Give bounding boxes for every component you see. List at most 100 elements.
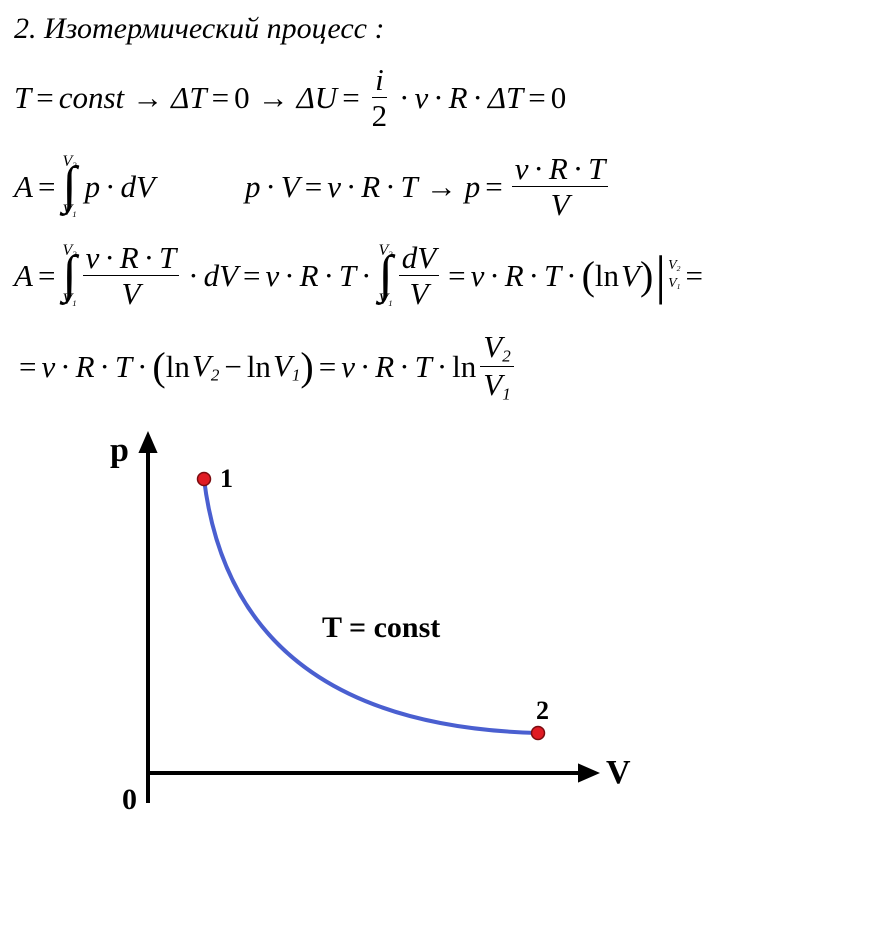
numerator: V2 bbox=[480, 331, 513, 367]
point-2-label: 2 bbox=[536, 696, 549, 725]
eq-sign: = bbox=[681, 258, 708, 294]
ln: ln bbox=[247, 349, 271, 385]
dot-op: · bbox=[183, 258, 203, 294]
var-nu: ν bbox=[41, 349, 55, 385]
numerator: dV bbox=[399, 242, 439, 276]
ln: ln bbox=[452, 349, 476, 385]
isotherm-chart: pV012T = const bbox=[86, 425, 868, 830]
eq-sign: = bbox=[337, 80, 364, 116]
var-T: T bbox=[401, 169, 418, 205]
var-A: A bbox=[14, 169, 33, 205]
x-axis-label: V bbox=[606, 754, 631, 791]
var-T: T bbox=[544, 258, 561, 294]
fraction: ν·R·T V bbox=[512, 153, 609, 220]
zero: 0 bbox=[551, 80, 567, 116]
eq-sign: = bbox=[14, 349, 41, 385]
paren-open: ( bbox=[152, 343, 165, 390]
var-nu: ν bbox=[471, 258, 485, 294]
var-p: p bbox=[79, 169, 101, 205]
dot-op: · bbox=[468, 80, 488, 116]
var-V1: V1 bbox=[271, 348, 300, 385]
eq-sign: = bbox=[300, 169, 327, 205]
var-nu: ν bbox=[266, 258, 280, 294]
integral: V2 ∫ V1 bbox=[62, 243, 76, 307]
equation-4: = ν·R·T· (lnV2 − lnV1) = ν·R·T· ln V2 V1 bbox=[14, 331, 868, 403]
const: const bbox=[59, 80, 124, 116]
equation-2: A = V2 ∫ V1 p · dV p · V = ν · R · T → p… bbox=[14, 153, 868, 220]
dot-op: · bbox=[341, 169, 361, 205]
isotherm-curve bbox=[204, 479, 538, 733]
var-T: T bbox=[339, 258, 356, 294]
point-1-label: 1 bbox=[220, 464, 233, 493]
paren-open: ( bbox=[582, 252, 595, 299]
paren-close: ) bbox=[300, 343, 313, 390]
dV: dV bbox=[121, 169, 155, 205]
ln: ln bbox=[595, 258, 619, 294]
section-title: 2. Изотермический процесс : bbox=[14, 12, 868, 46]
arrow: → bbox=[418, 169, 465, 205]
dot-op: · bbox=[260, 169, 280, 205]
lower-bound: V1 bbox=[379, 292, 393, 308]
var-R: R bbox=[76, 349, 95, 385]
x-axis-arrow bbox=[578, 763, 600, 782]
eq-sign: = bbox=[31, 80, 58, 116]
curve-label: T = const bbox=[322, 611, 440, 644]
eq-sign: = bbox=[480, 169, 507, 205]
eq-sign: = bbox=[33, 169, 60, 205]
y-axis-arrow bbox=[138, 431, 157, 453]
arrow: → bbox=[124, 80, 171, 116]
origin-label: 0 bbox=[122, 783, 137, 816]
fraction: dV V bbox=[399, 242, 439, 309]
chart-svg: pV012T = const bbox=[86, 425, 646, 825]
lower-bound: V1 bbox=[62, 203, 76, 219]
delta-T: ΔT bbox=[488, 80, 523, 116]
dV: dV bbox=[204, 258, 238, 294]
var-nu: ν bbox=[415, 80, 429, 116]
var-R: R bbox=[375, 349, 394, 385]
var-A: A bbox=[14, 258, 33, 294]
var-p: p bbox=[465, 169, 481, 205]
eq-sign: = bbox=[33, 258, 60, 294]
integral-sign: ∫ bbox=[378, 257, 392, 293]
var-T: T bbox=[415, 349, 432, 385]
paren-close: ) bbox=[640, 252, 653, 299]
integral-sign: ∫ bbox=[62, 168, 76, 204]
var-T: T bbox=[115, 349, 132, 385]
fraction-V2-over-V1: V2 V1 bbox=[480, 331, 513, 403]
dot-op: · bbox=[100, 169, 120, 205]
var-R: R bbox=[449, 80, 468, 116]
eq-sign: = bbox=[238, 258, 265, 294]
integral: V2 ∫ V1 bbox=[378, 243, 392, 307]
denominator: V bbox=[548, 187, 573, 220]
zero: 0 bbox=[234, 80, 250, 116]
denominator: 2 bbox=[369, 98, 391, 131]
var-V2: V2 bbox=[190, 348, 219, 385]
denominator: V1 bbox=[480, 367, 513, 402]
dot-op: · bbox=[380, 169, 400, 205]
numerator: ν·R·T bbox=[83, 242, 180, 276]
eq-sign: = bbox=[207, 80, 234, 116]
var-R: R bbox=[361, 169, 380, 205]
var-p: p bbox=[245, 169, 261, 205]
integral-sign: ∫ bbox=[62, 257, 76, 293]
minus: − bbox=[219, 349, 246, 385]
var-R: R bbox=[505, 258, 524, 294]
var-nu: ν bbox=[341, 349, 355, 385]
var-nu: ν bbox=[327, 169, 341, 205]
var-R: R bbox=[300, 258, 319, 294]
var-T: T bbox=[14, 80, 31, 116]
ln: ln bbox=[166, 349, 190, 385]
arrow: → bbox=[250, 80, 297, 116]
denominator: V bbox=[406, 276, 431, 309]
var-V: V bbox=[281, 169, 300, 205]
fraction-i-over-2: i 2 bbox=[369, 64, 391, 131]
equation-1: T = const → ΔT = 0 → ΔU = i 2 · ν · R · … bbox=[14, 64, 868, 131]
eq-sign: = bbox=[314, 349, 341, 385]
dot-op: · bbox=[428, 80, 448, 116]
eq-sign: = bbox=[523, 80, 550, 116]
lower-bound: V1 bbox=[62, 292, 76, 308]
delta-U: ΔU bbox=[297, 80, 338, 116]
fraction: ν·R·T V bbox=[83, 242, 180, 309]
dot-op: · bbox=[394, 80, 414, 116]
delta-T: ΔT bbox=[171, 80, 206, 116]
